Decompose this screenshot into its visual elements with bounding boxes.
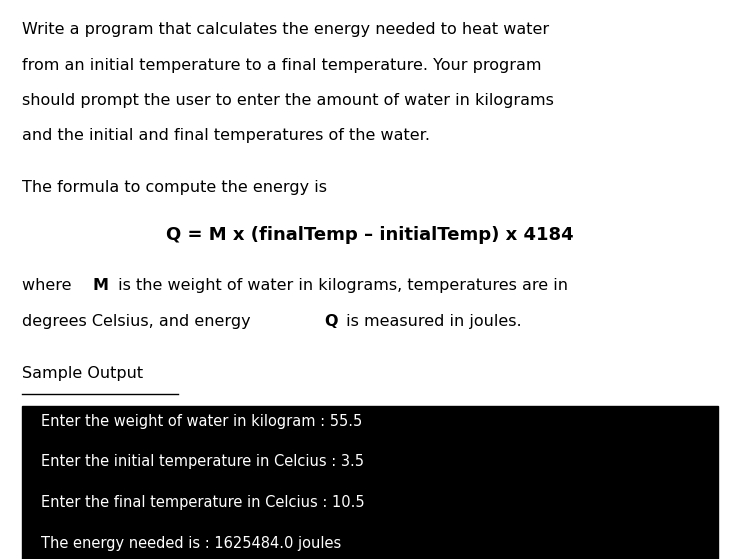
Text: The energy needed is : 1625484.0 joules: The energy needed is : 1625484.0 joules: [41, 536, 341, 551]
Text: Write a program that calculates the energy needed to heat water: Write a program that calculates the ener…: [22, 22, 549, 37]
Text: is measured in joules.: is measured in joules.: [341, 314, 522, 329]
Text: Enter the weight of water in kilogram : 55.5: Enter the weight of water in kilogram : …: [41, 414, 362, 429]
Text: M: M: [92, 278, 109, 293]
Text: from an initial temperature to a final temperature. Your program: from an initial temperature to a final t…: [22, 58, 542, 73]
Text: degrees Celsius, and energy: degrees Celsius, and energy: [22, 314, 256, 329]
Text: where: where: [22, 278, 77, 293]
Text: Sample Output: Sample Output: [22, 366, 144, 381]
Text: The formula to compute the energy is: The formula to compute the energy is: [22, 180, 327, 195]
Text: is the weight of water in kilograms, temperatures are in: is the weight of water in kilograms, tem…: [113, 278, 568, 293]
FancyBboxPatch shape: [22, 406, 718, 559]
Text: Enter the initial temperature in Celcius : 3.5: Enter the initial temperature in Celcius…: [41, 454, 363, 470]
Text: should prompt the user to enter the amount of water in kilograms: should prompt the user to enter the amou…: [22, 93, 554, 108]
Text: Q = M x (finalTemp – initialTemp) x 4184: Q = M x (finalTemp – initialTemp) x 4184: [166, 226, 574, 244]
Text: and the initial and final temperatures of the water.: and the initial and final temperatures o…: [22, 128, 430, 143]
Text: Enter the final temperature in Celcius : 10.5: Enter the final temperature in Celcius :…: [41, 495, 364, 510]
Text: Q: Q: [324, 314, 337, 329]
